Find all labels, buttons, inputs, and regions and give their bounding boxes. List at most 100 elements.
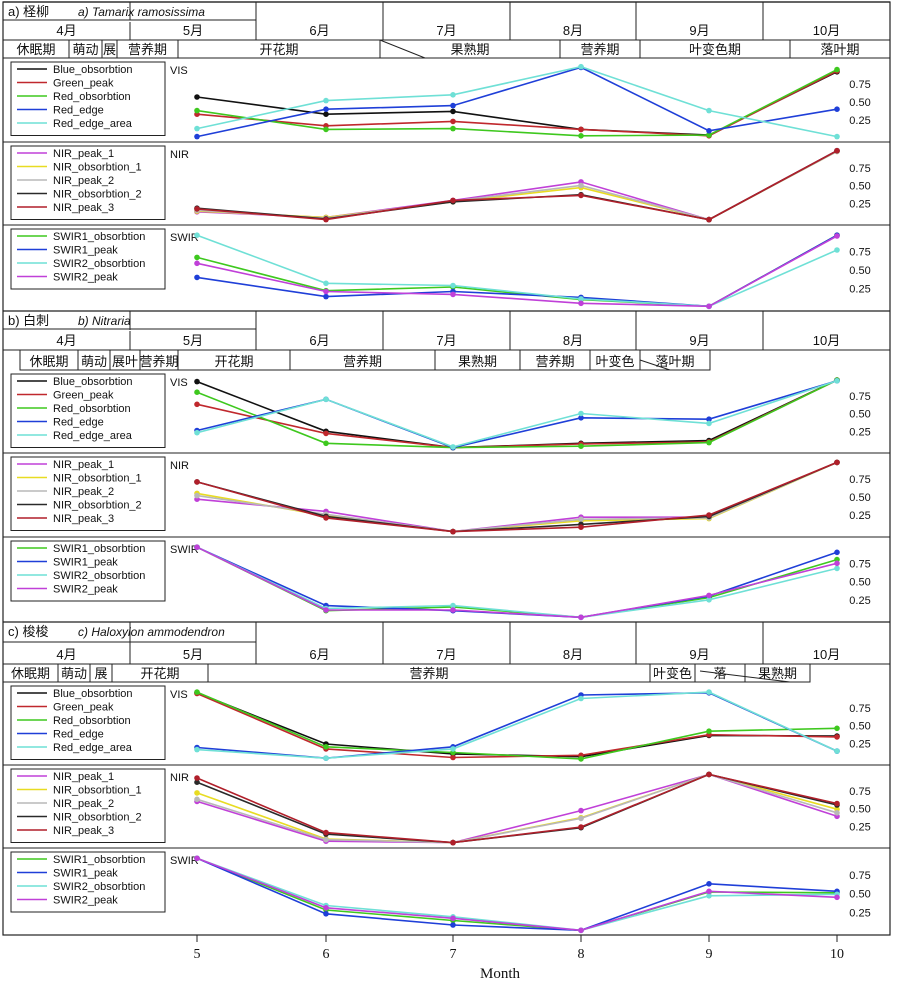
y-tick-label: 0.25: [849, 595, 870, 607]
phenology-label: 休眠期: [29, 354, 68, 369]
data-point: [706, 420, 712, 427]
y-tick-label: 0.75: [849, 247, 870, 259]
month-label: 8月: [563, 23, 583, 38]
legend-entry: Blue_obsorbtion: [53, 688, 133, 700]
data-point: [194, 479, 200, 485]
legend-entry: Red_edge_area: [53, 430, 133, 442]
series-line-NIR_peak_2: [196, 773, 838, 844]
legend-box: [10, 61, 166, 136]
data-point: [834, 133, 840, 140]
phenology-label: 果熟期: [758, 666, 797, 681]
data-point: [450, 444, 456, 450]
phenology-label: 果熟期: [458, 354, 497, 369]
x-tick-label: 8: [578, 947, 585, 962]
series-line-Red_obsorbtion: [196, 691, 838, 760]
data-point: [323, 293, 329, 300]
data-point: [194, 775, 200, 781]
data-point: [578, 756, 584, 762]
data-point: [323, 280, 329, 287]
data-point: [323, 396, 329, 403]
legend-entry: NIR_obsorbtion_1: [53, 473, 142, 485]
legend-entry: Green_peak: [53, 702, 114, 714]
data-point: [194, 544, 200, 550]
phenology-label: 展: [103, 42, 116, 57]
phenology-label: 营养期: [535, 354, 574, 369]
month-label: 10月: [813, 647, 840, 662]
panel-title-cn: a) 柽柳: [8, 4, 49, 19]
series-line-Red_obsorbtion: [196, 68, 838, 137]
data-point: [194, 133, 200, 140]
data-point: [323, 515, 329, 521]
legend-entry: SWIR2_peak: [53, 584, 118, 596]
series-line-Green_peak: [196, 692, 838, 759]
data-point: [450, 922, 456, 928]
month-label: 10月: [813, 333, 840, 348]
data-point: [450, 125, 456, 132]
data-point: [834, 894, 840, 901]
data-point: [578, 807, 584, 814]
month-label: 6月: [309, 647, 329, 662]
legend-box: [10, 851, 166, 913]
chart-a-swir: SWIR 0.75 0.50 0.25 SWIR1_obsorbtion SWIR1_pe…: [10, 228, 871, 310]
legend-entry: NIR_peak_1: [53, 771, 114, 783]
data-point: [706, 881, 712, 887]
data-point: [450, 118, 456, 125]
y-tick-label: 0.75: [849, 79, 870, 91]
month-label: 6月: [309, 23, 329, 38]
month-label: 10月: [813, 23, 840, 38]
phenology-label: 叶变色: [595, 354, 634, 369]
series-line-NIR_obsorbtion_1: [196, 150, 838, 221]
data-point: [323, 216, 329, 223]
month-label: 9月: [689, 647, 709, 662]
legend-entry: NIR_obsorbtion_1: [53, 162, 142, 174]
legend-entry: Blue_obsorbtion: [53, 376, 133, 388]
data-point: [706, 512, 712, 518]
legend-entry: SWIR1_peak: [53, 557, 118, 569]
y-tick-label: 0.50: [849, 889, 870, 901]
panel-title-en: a) Tamarix ramosissima: [78, 5, 205, 19]
data-point: [450, 607, 456, 613]
legend-entry: SWIR1_obsorbtion: [53, 854, 145, 866]
phenology-label: 萌动: [61, 666, 87, 681]
data-point: [194, 401, 200, 408]
data-point: [706, 107, 712, 114]
phenology-label: 开花期: [140, 666, 179, 681]
group-label: SWIR: [170, 232, 199, 244]
month-label: 7月: [436, 333, 456, 348]
legend-entry: Red_obsorbtion: [53, 715, 131, 727]
chart-c-vis: VIS 0.75 0.50 0.25 Blue_obsorbtion Green_peak…: [10, 685, 871, 762]
x-tick-label: 5: [194, 947, 201, 962]
y-tick-label: 0.50: [849, 492, 870, 504]
data-point: [706, 128, 712, 134]
legend-entry: Red_obsorbtion: [53, 91, 131, 103]
legend-entry: SWIR2_peak: [53, 895, 118, 907]
data-point: [578, 695, 584, 702]
month-label: 9月: [689, 23, 709, 38]
legend-entry: Red_edge: [53, 105, 104, 117]
y-tick-label: 0.50: [849, 804, 870, 816]
legend-entry: NIR_peak_3: [53, 513, 114, 525]
chart-a-nir: NIR 0.75 0.50 0.25 NIR_peak_1 NIR_obsorbtion_…: [10, 145, 871, 223]
phenology-label: 叶变色期: [689, 42, 741, 57]
data-point: [834, 66, 840, 73]
chart-a-vis: VIS 0.75 0.50 0.25 Blue_obsorbtion Green_peak…: [10, 61, 871, 140]
data-point: [450, 754, 456, 761]
y-tick-label: 0.25: [849, 907, 870, 919]
month-label: 4月: [56, 23, 76, 38]
panel-title-cn: c) 梭梭: [8, 624, 48, 639]
series-line-NIR_peak_1: [196, 461, 838, 533]
phenology-label: 营养期: [139, 354, 178, 369]
phenology-label: 果熟期: [450, 42, 489, 57]
data-point: [194, 429, 200, 436]
data-point: [706, 132, 712, 138]
data-point: [194, 125, 200, 132]
month-label: 8月: [563, 647, 583, 662]
phenology-label: 落叶期: [655, 354, 694, 369]
x-tick-label: 10: [830, 947, 844, 962]
data-point: [194, 206, 200, 212]
data-point: [450, 528, 456, 535]
phenology-label: 开花期: [214, 354, 253, 369]
series-line-NIR_obsorbtion_1: [196, 461, 838, 533]
data-point: [706, 771, 712, 778]
